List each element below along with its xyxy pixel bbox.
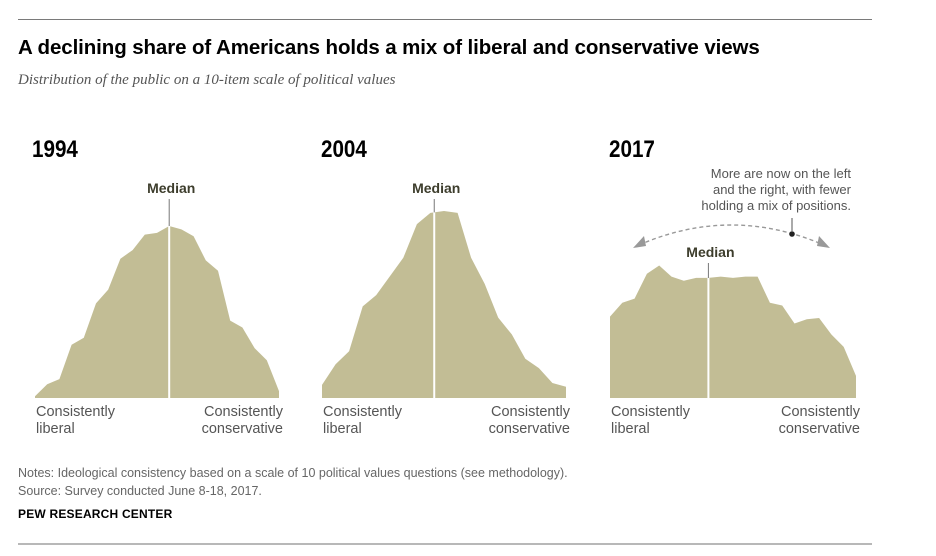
source-text: Source: Survey conducted June 8-18, 2017…: [18, 484, 262, 498]
notes-text: Notes: Ideological consistency based on …: [18, 466, 568, 480]
x-left-label-line1: Consistently: [323, 404, 403, 420]
x-left-label-line1: Consistently: [36, 404, 116, 420]
top-rule: [18, 19, 872, 20]
x-left-label-line2: liberal: [323, 421, 362, 437]
distribution-area-1994: [35, 226, 279, 398]
x-right-label-line2: conservative: [202, 421, 283, 437]
x-right-label-line1: Consistently: [781, 404, 861, 420]
x-left-label-line2: liberal: [36, 421, 75, 437]
panel-year-title: 2004: [321, 136, 367, 163]
annotation-arrowhead-left: [633, 236, 646, 248]
panel-year-title: 1994: [32, 136, 78, 163]
median-label: Median: [412, 180, 460, 196]
annotation-arrowhead-right: [817, 236, 830, 248]
annotation-line-3: holding a mix of positions.: [701, 198, 851, 213]
median-label: Median: [147, 180, 195, 196]
x-left-label-line1: Consistently: [611, 404, 691, 420]
x-right-label-line1: Consistently: [491, 404, 571, 420]
brand-label: PEW RESEARCH CENTER: [18, 507, 173, 521]
annotation-line-2: and the right, with fewer: [713, 182, 852, 197]
x-right-label-line2: conservative: [779, 421, 860, 437]
annotation-line-1: More are now on the left: [711, 166, 852, 181]
panel-year-title: 2017: [609, 136, 655, 163]
chart-subtitle: Distribution of the public on a 10-item …: [18, 72, 396, 88]
distribution-area-2017: [610, 265, 856, 398]
x-left-label-line2: liberal: [611, 421, 650, 437]
median-label: Median: [686, 244, 734, 260]
distribution-area-2004: [322, 211, 566, 398]
x-right-label-line2: conservative: [489, 421, 570, 437]
annotation-arrow: [638, 224, 825, 246]
bottom-rule: [18, 543, 872, 545]
chart-title: A declining share of Americans holds a m…: [18, 36, 760, 59]
annotation-dot: [789, 231, 795, 237]
charts-area: Median1994ConsistentlyliberalConsistentl…: [32, 136, 861, 437]
x-right-label-line1: Consistently: [204, 404, 284, 420]
